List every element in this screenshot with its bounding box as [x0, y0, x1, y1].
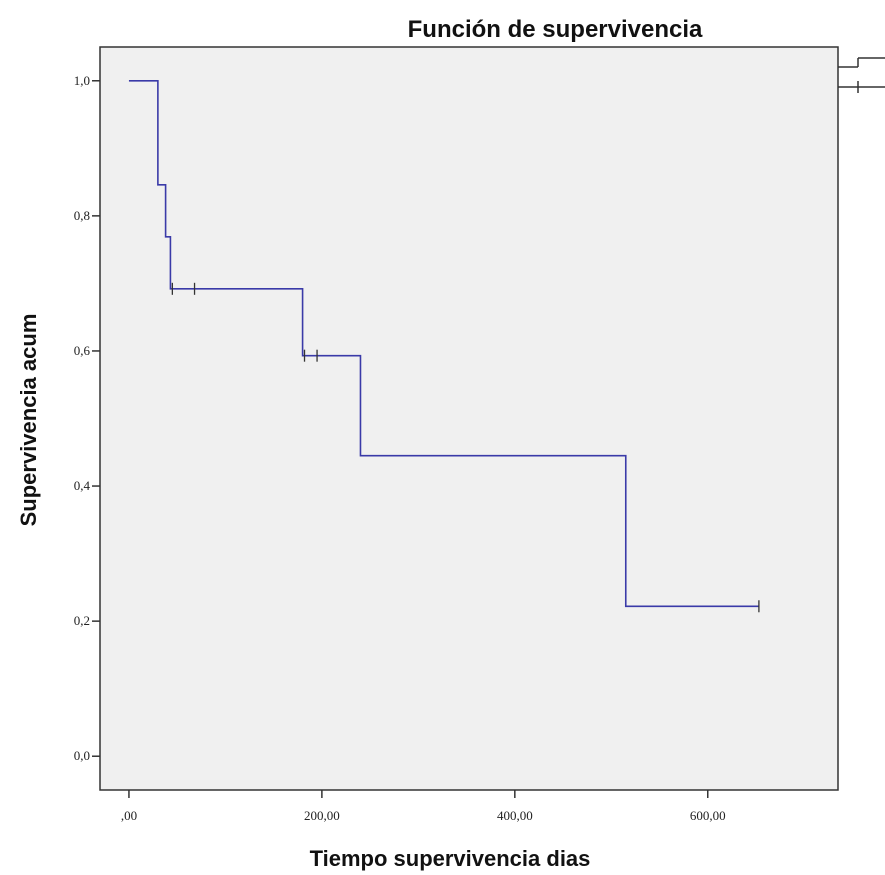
- x-tick-label: 600,00: [690, 808, 726, 823]
- y-tick-label: 0,0: [74, 748, 90, 763]
- y-tick-label: 0,2: [74, 613, 90, 628]
- y-axis-label: Supervivencia acum: [16, 314, 41, 527]
- x-axis-label: Tiempo supervivencia dias: [310, 846, 591, 871]
- x-tick-label: 200,00: [304, 808, 340, 823]
- x-tick-label: 400,00: [497, 808, 533, 823]
- plot-area: [99, 46, 839, 791]
- y-tick-label: 0,8: [74, 208, 90, 223]
- x-axis: ,00 200,00 400,00 600,00: [121, 790, 726, 823]
- legend-fragment: [838, 57, 885, 93]
- y-tick-label: 1,0: [74, 73, 90, 88]
- y-tick-label: 0,6: [74, 343, 91, 358]
- series-layer: [128, 79, 760, 613]
- x-tick-label: ,00: [121, 808, 137, 823]
- survival-step-line: [128, 79, 759, 608]
- y-tick-label: 0,4: [74, 478, 91, 493]
- y-axis: 0,0 0,2 0,4 0,6 0,8 1,0: [74, 73, 100, 763]
- chart-title: Función de supervivencia: [408, 16, 703, 43]
